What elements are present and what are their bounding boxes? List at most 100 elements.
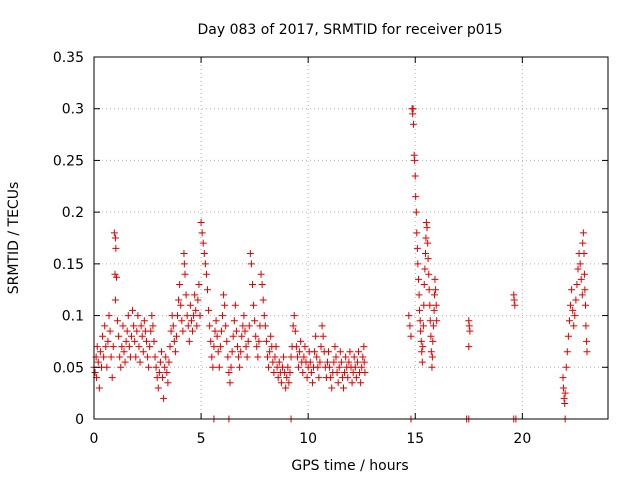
data-point xyxy=(198,219,205,226)
data-point xyxy=(355,348,362,355)
data-point xyxy=(410,121,417,128)
data-point xyxy=(340,384,347,391)
data-point xyxy=(109,374,116,381)
data-point xyxy=(219,312,226,319)
chart-title: Day 083 of 2017, SRMTID for receiver p01… xyxy=(197,22,502,38)
data-point xyxy=(261,312,268,319)
data-point xyxy=(137,359,144,366)
data-point xyxy=(140,348,147,355)
data-point xyxy=(511,302,518,309)
y-tick-label: 0.3 xyxy=(62,102,84,118)
data-point xyxy=(424,224,431,231)
data-point xyxy=(124,328,131,335)
data-point xyxy=(206,322,213,329)
data-point xyxy=(132,353,139,360)
data-point xyxy=(584,348,591,355)
data-point xyxy=(210,343,217,350)
data-point xyxy=(116,353,123,360)
data-point xyxy=(319,322,326,329)
data-point xyxy=(172,348,179,355)
data-point xyxy=(325,348,332,355)
data-point xyxy=(249,281,256,288)
data-point xyxy=(244,353,251,360)
data-point xyxy=(208,353,215,360)
data-point xyxy=(186,338,193,345)
data-point xyxy=(315,374,322,381)
data-point xyxy=(561,395,568,402)
data-point xyxy=(194,297,201,304)
data-point xyxy=(583,338,590,345)
y-tick-label: 0.05 xyxy=(53,360,84,376)
data-point xyxy=(465,343,472,350)
data-point xyxy=(223,338,230,345)
data-point xyxy=(92,369,99,376)
data-point xyxy=(427,333,434,340)
data-point xyxy=(232,302,239,309)
data-point xyxy=(187,302,194,309)
data-point xyxy=(418,348,425,355)
y-tick-label: 0.15 xyxy=(53,257,84,273)
data-point xyxy=(565,333,572,340)
y-tick-label: 0 xyxy=(75,412,84,428)
data-point xyxy=(430,322,437,329)
data-point xyxy=(101,322,108,329)
data-point xyxy=(139,333,146,340)
data-point xyxy=(581,250,588,257)
data-point xyxy=(184,312,191,319)
data-point xyxy=(573,281,580,288)
data-point xyxy=(231,317,238,324)
data-point xyxy=(419,359,426,366)
data-point xyxy=(250,302,257,309)
data-point xyxy=(421,281,428,288)
data-point xyxy=(226,379,233,386)
data-point xyxy=(270,369,277,376)
data-point xyxy=(259,281,266,288)
data-point xyxy=(209,364,216,371)
data-point xyxy=(406,322,413,329)
x-tick-label: 0 xyxy=(90,431,99,447)
y-tick-label: 0.35 xyxy=(53,50,84,66)
data-point xyxy=(115,333,122,340)
data-point xyxy=(100,353,107,360)
x-tick-labels: 0 5 10 15 20 xyxy=(90,431,532,447)
data-point xyxy=(424,240,431,247)
data-point xyxy=(207,338,214,345)
data-point xyxy=(419,343,426,350)
data-point xyxy=(564,348,571,355)
data-point xyxy=(337,348,344,355)
data-point xyxy=(431,276,438,283)
data-point xyxy=(251,317,258,324)
data-point xyxy=(415,276,422,283)
data-point xyxy=(570,322,577,329)
data-point xyxy=(568,286,575,293)
data-point xyxy=(320,333,327,340)
data-point xyxy=(189,328,196,335)
data-point xyxy=(108,353,115,360)
data-point xyxy=(407,333,414,340)
data-point xyxy=(417,317,424,324)
data-point xyxy=(328,384,335,391)
data-point xyxy=(295,364,302,371)
data-point xyxy=(113,274,120,281)
data-point xyxy=(349,379,356,386)
data-point xyxy=(203,271,210,278)
data-point xyxy=(560,384,567,391)
data-point xyxy=(96,384,103,391)
data-point xyxy=(155,384,162,391)
data-point xyxy=(97,348,104,355)
data-point xyxy=(179,328,186,335)
data-point xyxy=(122,359,129,366)
data-point xyxy=(511,297,518,304)
data-point xyxy=(222,322,229,329)
x-tick-label: 10 xyxy=(299,431,317,447)
data-point xyxy=(582,302,589,309)
data-point xyxy=(119,322,126,329)
data-point xyxy=(197,312,204,319)
y-tick-label: 0.25 xyxy=(53,153,84,169)
data-point xyxy=(152,353,159,360)
data-point xyxy=(111,271,118,278)
data-point xyxy=(193,322,200,329)
data-point xyxy=(105,312,112,319)
data-point xyxy=(416,291,423,298)
data-point xyxy=(202,260,209,267)
